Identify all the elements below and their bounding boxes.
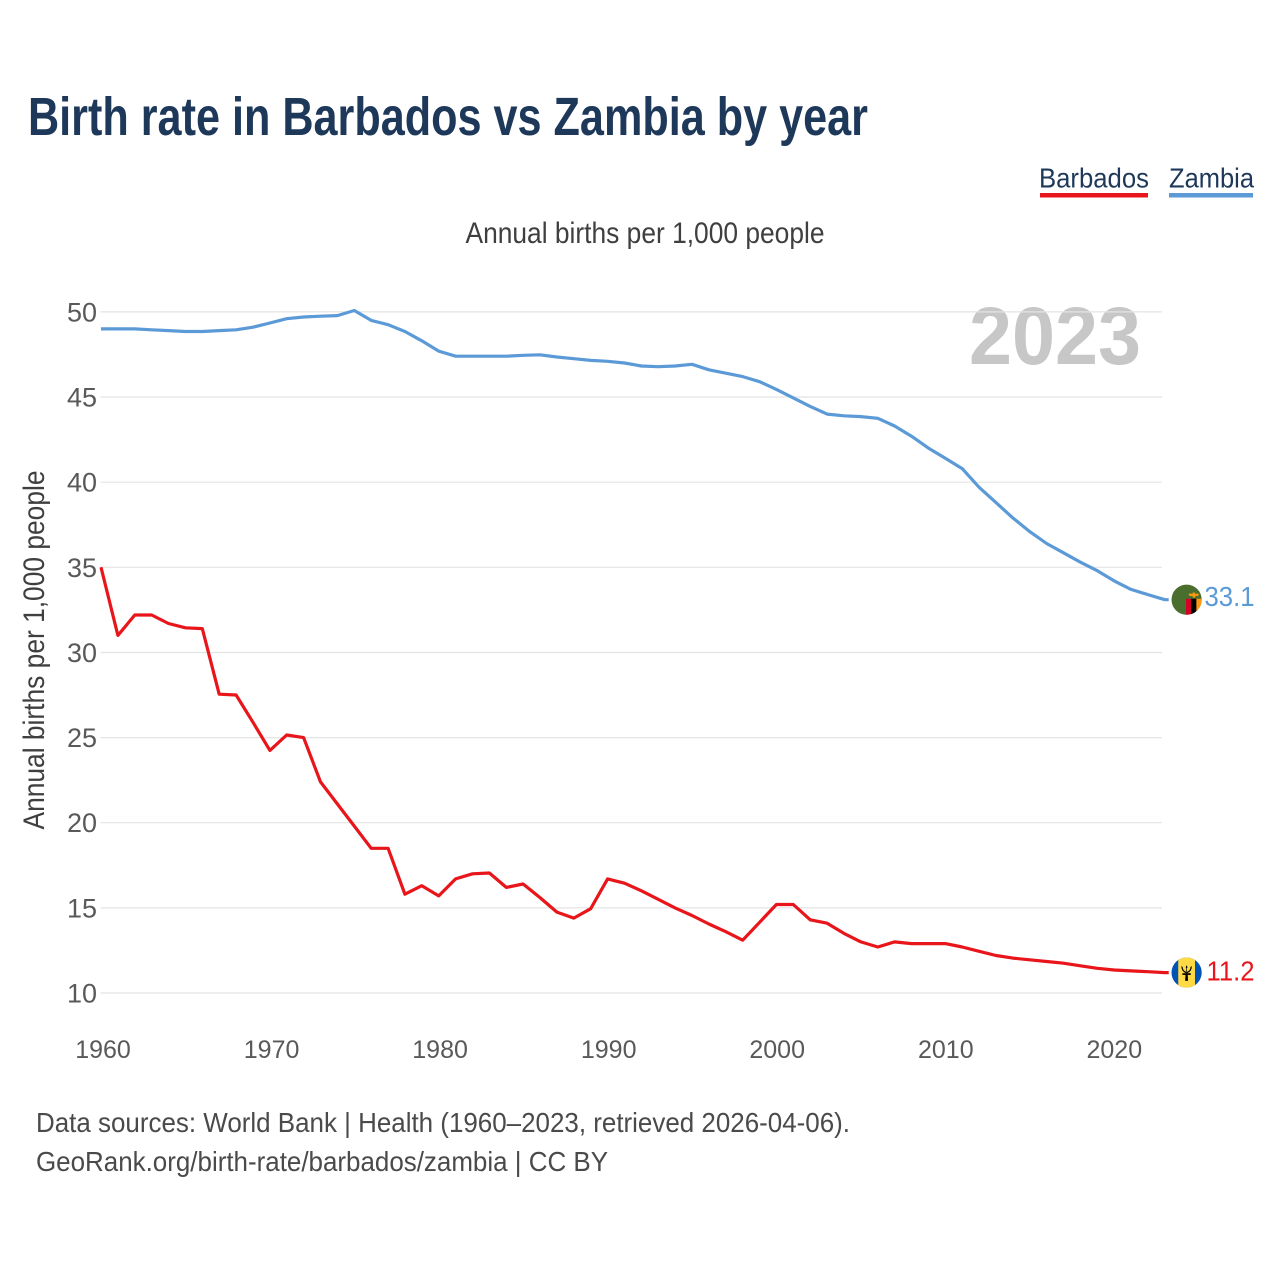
svg-text:50: 50	[67, 297, 97, 327]
svg-text:35: 35	[67, 553, 97, 583]
svg-text:Annual births per 1,000 people: Annual births per 1,000 people	[18, 471, 51, 830]
svg-text:33.1: 33.1	[1205, 581, 1255, 612]
svg-text:Birth rate in Barbados vs Zamb: Birth rate in Barbados vs Zambia by year	[28, 87, 868, 147]
svg-text:Annual births per 1,000 people: Annual births per 1,000 people	[466, 217, 825, 250]
svg-text:2000: 2000	[749, 1036, 805, 1064]
svg-text:2010: 2010	[918, 1036, 974, 1064]
svg-text:1970: 1970	[244, 1036, 300, 1064]
svg-text:45: 45	[67, 383, 97, 413]
svg-text:Data sources: World Bank | Hea: Data sources: World Bank | Health (1960–…	[36, 1107, 850, 1138]
svg-text:15: 15	[67, 893, 97, 923]
svg-text:Barbados: Barbados	[1039, 163, 1149, 194]
svg-text:GeoRank.org/birth-rate/barbado: GeoRank.org/birth-rate/barbados/zambia |…	[36, 1146, 608, 1177]
svg-text:2023: 2023	[969, 291, 1141, 382]
svg-text:25: 25	[67, 723, 97, 753]
svg-text:10: 10	[67, 979, 97, 1009]
svg-text:2020: 2020	[1086, 1036, 1142, 1064]
svg-text:1990: 1990	[581, 1036, 637, 1064]
svg-text:30: 30	[67, 638, 97, 668]
svg-text:1960: 1960	[75, 1036, 131, 1064]
svg-text:40: 40	[67, 468, 97, 498]
svg-text:20: 20	[67, 808, 97, 838]
svg-text:11.2: 11.2	[1207, 956, 1255, 987]
svg-text:Zambia: Zambia	[1169, 163, 1254, 194]
svg-text:1980: 1980	[412, 1036, 468, 1064]
